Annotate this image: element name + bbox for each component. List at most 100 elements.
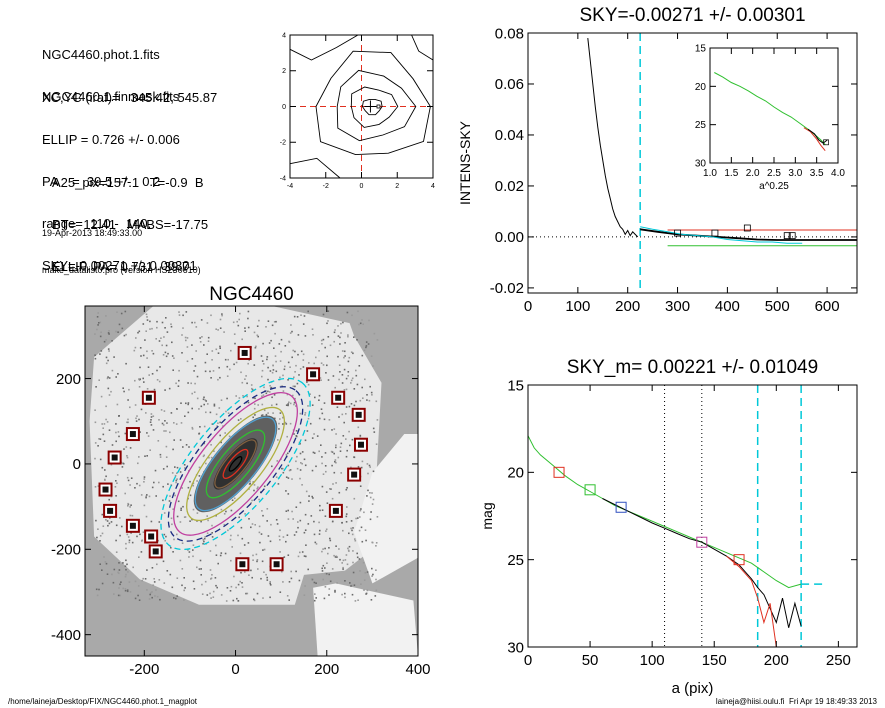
noise-speckle: [295, 460, 297, 463]
noise-speckle: [128, 388, 130, 391]
noise-speckle: [155, 495, 157, 497]
noise-speckle: [269, 582, 271, 585]
noise-speckle: [209, 550, 212, 552]
noise-speckle: [344, 559, 347, 561]
noise-speckle: [324, 515, 327, 517]
noise-speckle: [127, 479, 130, 482]
noise-speckle: [118, 587, 120, 589]
noise-speckle: [210, 377, 212, 379]
noise-speckle: [121, 466, 124, 468]
noise-speckle: [188, 556, 190, 558]
sky-value: SKY=-0.00271 +/- 0.00301: [42, 258, 197, 273]
noise-speckle: [159, 456, 162, 458]
noise-speckle: [343, 389, 346, 391]
inset-ytick-label: 30: [695, 159, 707, 170]
noise-speckle: [309, 422, 312, 425]
noise-speckle: [240, 418, 242, 420]
noise-speckle: [153, 481, 155, 484]
noise-speckle: [206, 322, 209, 324]
noise-speckle: [262, 597, 264, 599]
noise-speckle: [352, 527, 354, 529]
isophote-ellipse: [186, 406, 286, 522]
noise-speckle: [113, 356, 115, 358]
noise-speckle: [103, 440, 106, 442]
noise-speckle: [174, 474, 177, 477]
noise-speckle: [318, 417, 321, 420]
noise-speckle: [206, 515, 208, 517]
noise-speckle: [155, 589, 157, 591]
noise-speckle: [213, 403, 216, 406]
noise-speckle: [244, 513, 246, 515]
noise-speckle: [140, 494, 143, 496]
noise-speckle: [216, 586, 218, 589]
noise-speckle: [281, 570, 283, 573]
noise-speckle: [204, 399, 207, 401]
noise-speckle: [332, 520, 334, 523]
noise-speckle: [307, 383, 310, 386]
noise-speckle: [124, 432, 127, 435]
noise-speckle: [350, 520, 353, 522]
noise-speckle: [171, 472, 174, 474]
noise-speckle: [295, 506, 298, 508]
noise-speckle: [341, 593, 343, 596]
noise-speckle: [266, 508, 269, 510]
noise-speckle: [339, 558, 341, 561]
noise-speckle: [351, 314, 353, 317]
noise-speckle: [245, 592, 247, 595]
noise-speckle: [165, 317, 167, 319]
noise-speckle: [265, 392, 268, 395]
inset-bg: [710, 48, 838, 163]
noise-speckle: [326, 355, 328, 358]
noise-speckle: [104, 561, 107, 563]
noise-speckle: [111, 444, 114, 446]
noise-speckle: [146, 494, 148, 496]
noise-speckle: [369, 492, 371, 494]
noise-speckle: [95, 588, 98, 591]
noise-speckle: [362, 561, 365, 564]
noise-speckle: [369, 518, 372, 521]
noise-speckle: [106, 520, 109, 522]
noise-speckle: [303, 315, 306, 317]
mag-xtick-label: 150: [702, 652, 727, 669]
noise-speckle: [217, 422, 219, 424]
noise-speckle: [373, 332, 376, 335]
noise-speckle: [322, 338, 325, 341]
noise-speckle: [286, 595, 289, 597]
noise-speckle: [304, 335, 307, 337]
sky-ylabel: INTENS-SKY: [457, 120, 473, 205]
noise-speckle: [307, 568, 309, 571]
noise-speckle: [354, 538, 356, 540]
noise-speckle: [176, 515, 179, 518]
noise-speckle: [365, 341, 368, 343]
noise-speckle: [184, 336, 187, 339]
noise-speckle: [182, 505, 184, 508]
noise-speckle: [285, 490, 287, 492]
noise-speckle: [331, 429, 333, 431]
noise-speckle: [325, 491, 328, 493]
noise-speckle: [257, 335, 259, 338]
noise-speckle: [192, 555, 194, 558]
masked-star: [310, 371, 317, 378]
noise-speckle: [209, 411, 212, 414]
noise-speckle: [325, 372, 327, 374]
noise-speckle: [101, 466, 104, 469]
noise-speckle: [183, 589, 185, 592]
mag-marker-magenta: [696, 536, 708, 548]
noise-speckle: [289, 332, 292, 334]
noise-speckle: [181, 542, 184, 544]
noise-speckle: [262, 394, 265, 396]
noise-speckle: [116, 474, 119, 476]
noise-speckle: [335, 444, 337, 446]
noise-speckle: [328, 547, 330, 549]
noise-speckle: [298, 579, 301, 582]
noise-speckle: [357, 426, 360, 429]
noise-speckle: [156, 595, 159, 598]
noise-speckle: [223, 331, 225, 333]
noise-speckle: [127, 505, 129, 507]
noise-speckle: [303, 531, 306, 534]
noise-speckle: [342, 435, 345, 437]
noise-speckle: [312, 334, 314, 336]
noise-speckle: [272, 364, 274, 367]
center-contour-plot: -4 -2 0 2 4 4 2 0 -2 -4: [280, 32, 435, 190]
noise-speckle: [313, 433, 315, 435]
